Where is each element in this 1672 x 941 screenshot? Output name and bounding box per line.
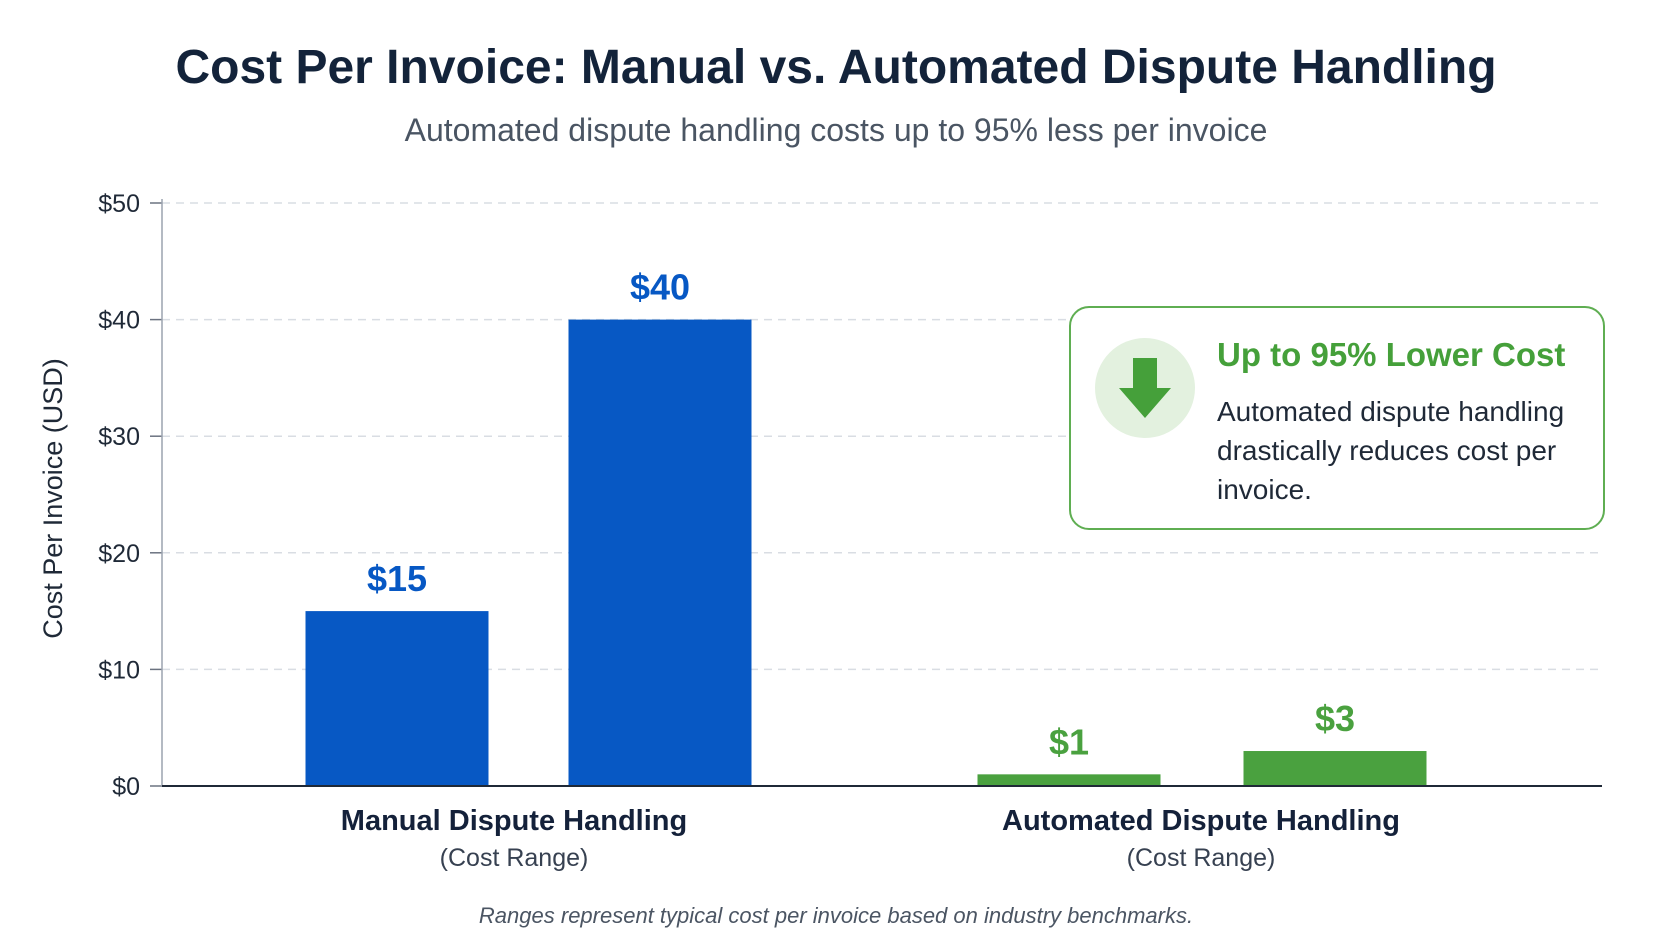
bar [568,319,752,786]
callout-body: Automated dispute handling drastically r… [1217,396,1565,505]
bar-value-labels: $15 $40 $1 $3 [367,267,1355,763]
callout-heading: Up to 95% Lower Cost [1217,336,1566,373]
bar [1243,751,1427,786]
bar [977,774,1161,786]
y-tick-label: $50 [98,190,140,218]
bar-value-label: $15 [367,558,427,599]
y-axis-ticks: $0 $10 $20 $30 $40 $50 [98,190,162,801]
chart-title: Cost Per Invoice: Manual vs. Automated D… [175,41,1497,94]
bar-value-label: $40 [630,267,690,308]
category-sublabel: (Cost Range) [1127,844,1276,872]
chart-subtitle: Automated dispute handling costs up to 9… [404,112,1268,148]
category-labels: Manual Dispute Handling (Cost Range) Autom… [341,805,1400,872]
y-tick-label: $40 [98,307,140,335]
category-label: Manual Dispute Handling [341,805,687,837]
category-sublabel: (Cost Range) [440,844,589,872]
y-axis-label: Cost Per Invoice (USD) [38,358,68,639]
footnote: Ranges represent typical cost per invoic… [478,903,1194,928]
category-label: Automated Dispute Handling [1002,805,1400,837]
arrow-down-icon [1095,338,1195,438]
y-tick-label: $20 [98,540,140,568]
bar [305,611,489,786]
bar-value-label: $1 [1049,721,1089,762]
savings-callout: Up to 95% Lower Cost Automated dispute h… [1069,306,1605,530]
y-tick-label: $0 [112,773,140,801]
y-tick-label: $10 [98,656,140,684]
bar-value-label: $3 [1315,698,1355,739]
bars [305,319,1427,786]
y-tick-label: $30 [98,423,140,451]
